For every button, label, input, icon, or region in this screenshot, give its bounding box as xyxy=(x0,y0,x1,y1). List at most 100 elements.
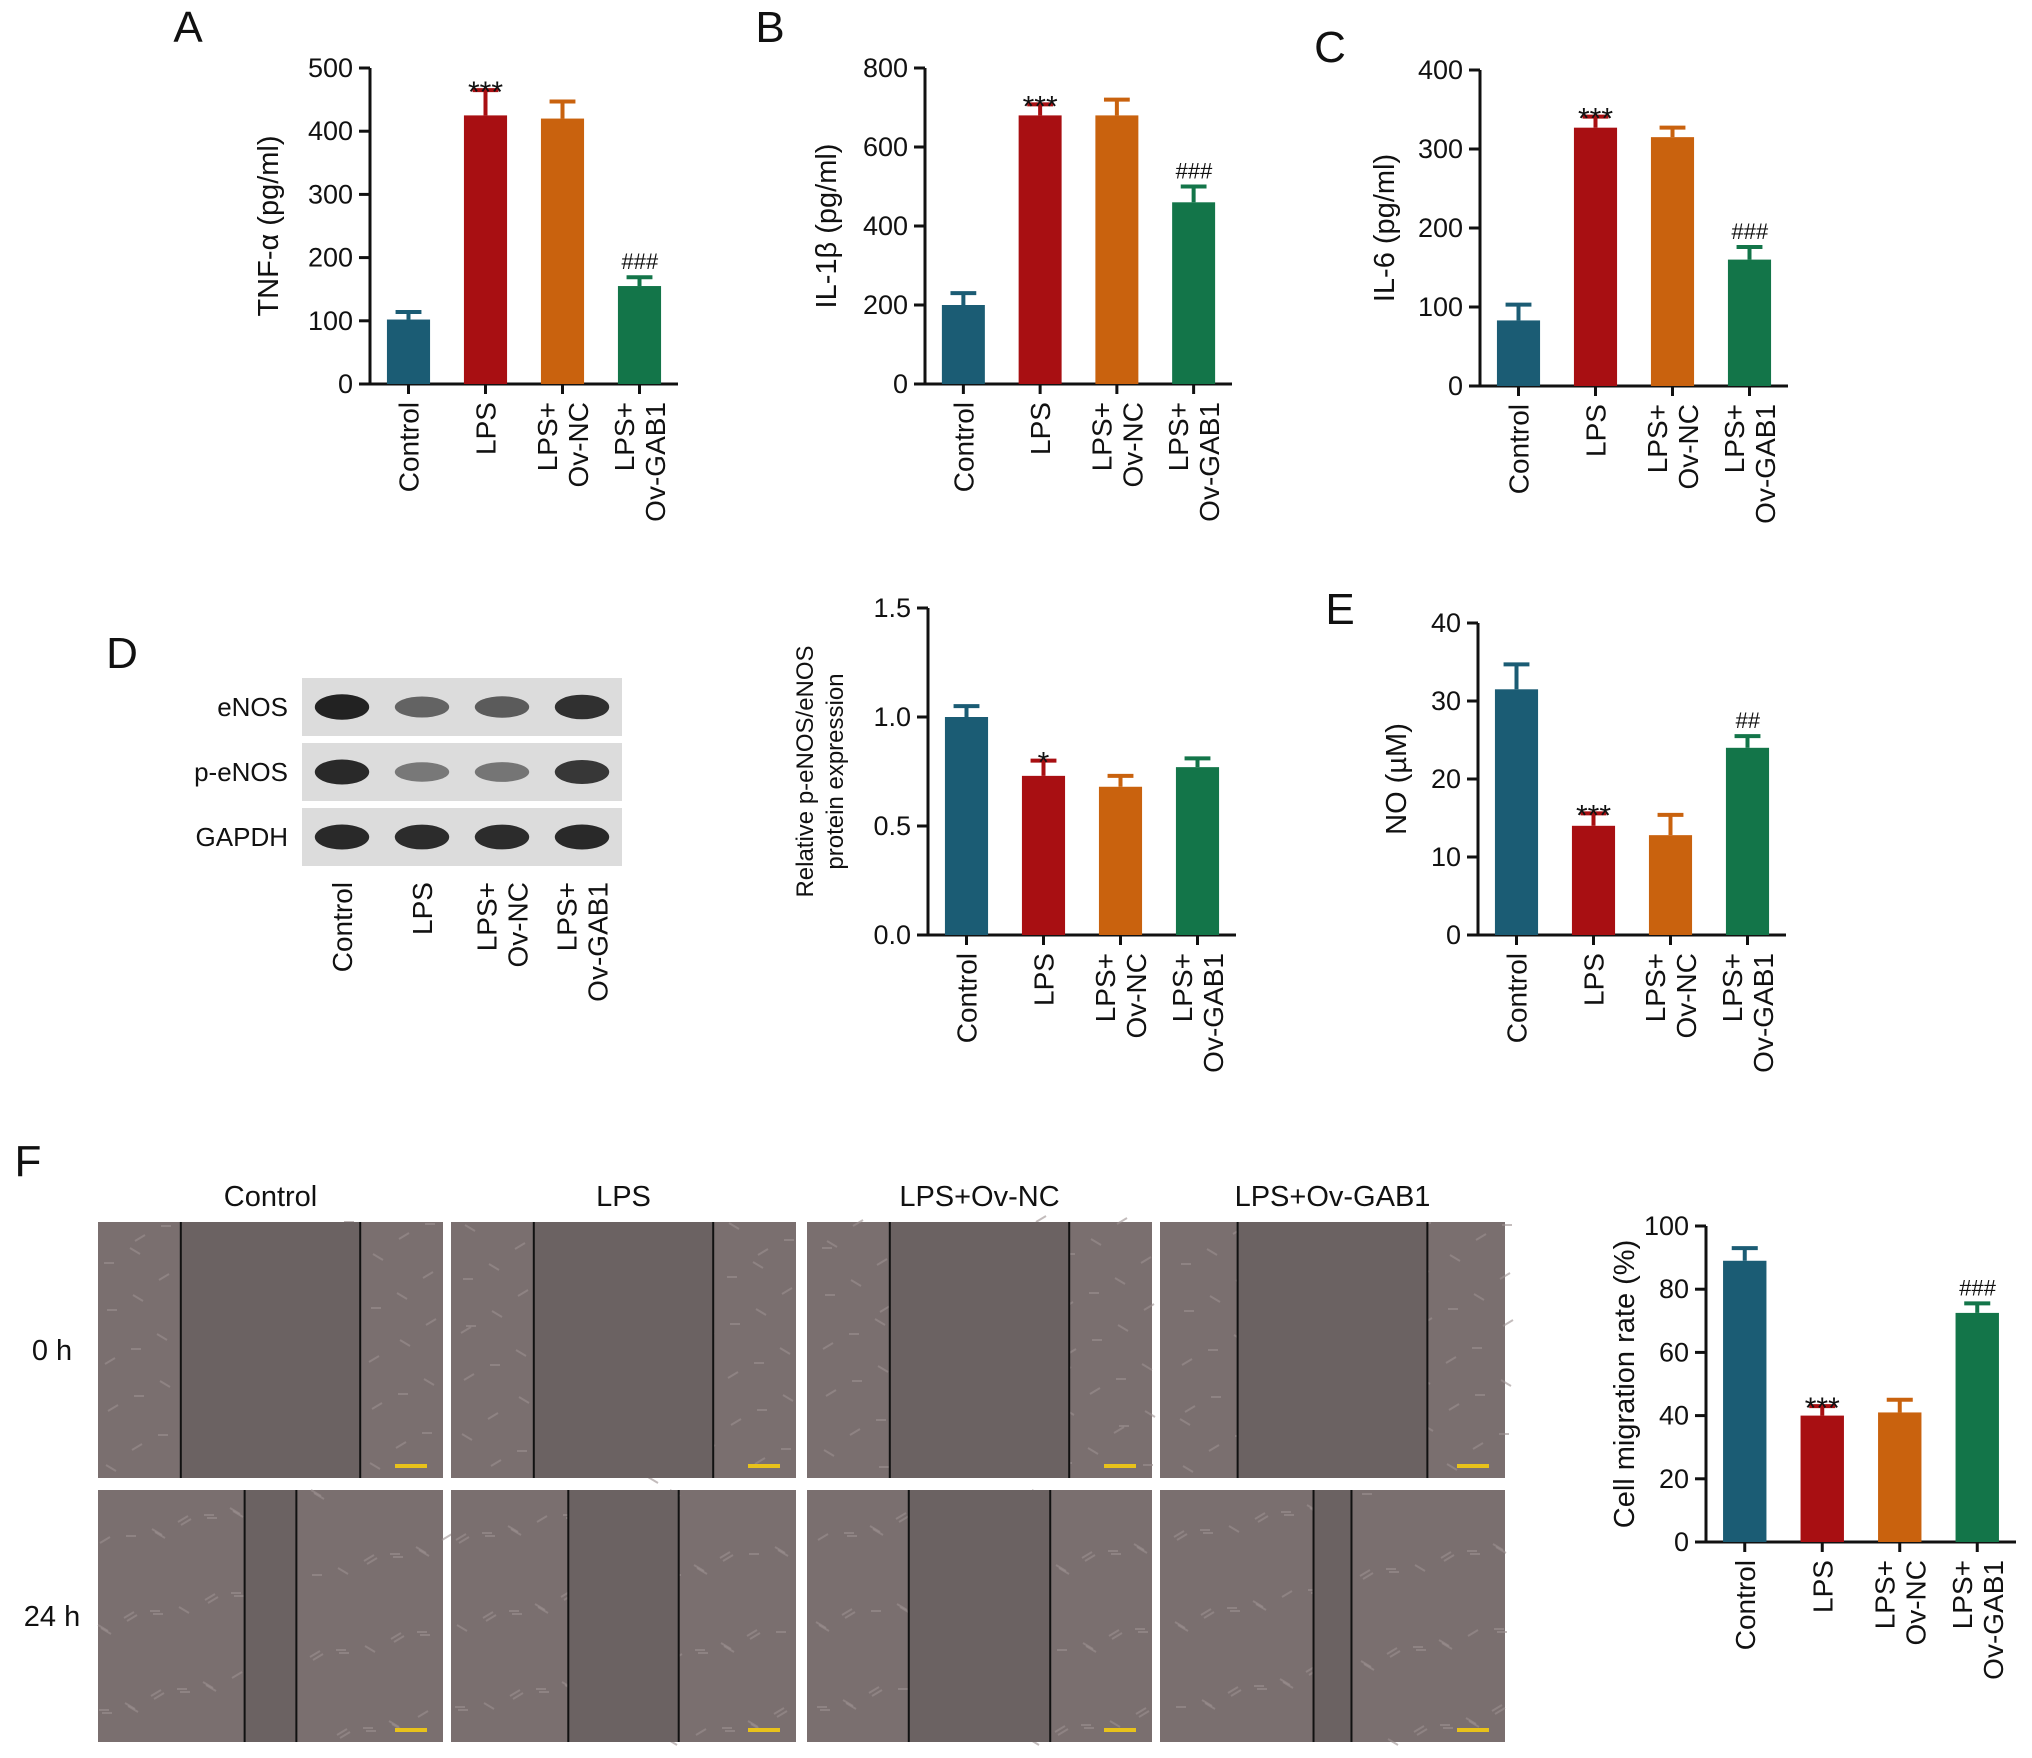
cell-texture xyxy=(1204,1702,1216,1710)
cell-texture xyxy=(1084,1554,1096,1562)
cell-texture xyxy=(518,1396,530,1404)
cell-texture xyxy=(822,1342,834,1350)
bar-1 xyxy=(1723,1260,1767,1542)
cell-texture xyxy=(845,1702,857,1710)
cell-texture xyxy=(719,1551,731,1559)
cell-texture xyxy=(398,1232,410,1240)
cell-texture xyxy=(126,1614,138,1622)
cell-texture xyxy=(1144,1410,1156,1418)
cell-texture xyxy=(868,1686,880,1694)
cell-texture xyxy=(752,1261,764,1269)
cell-texture xyxy=(749,1632,761,1640)
y-tick-label: 0 xyxy=(893,369,908,399)
cell-texture xyxy=(1140,1256,1152,1264)
y-tick-label: 100 xyxy=(1418,292,1463,322)
panel-label-f: F xyxy=(15,1137,42,1186)
cell-texture xyxy=(1494,1707,1506,1715)
blot-lane-label: LPS+ Ov-GAB1 xyxy=(552,882,614,1002)
cell-texture xyxy=(1360,1660,1372,1668)
cell-texture xyxy=(153,1692,165,1700)
cell-texture xyxy=(134,1234,146,1242)
cell-texture xyxy=(1500,1379,1512,1387)
cell-texture xyxy=(368,1355,380,1363)
cell-texture xyxy=(399,1339,411,1347)
cell-texture xyxy=(180,1518,192,1526)
cell-texture xyxy=(825,1389,837,1397)
bar-3 xyxy=(1648,835,1693,935)
cell-texture xyxy=(842,1699,854,1707)
blot-lane-label: LPS xyxy=(407,882,438,935)
significance-label: *** xyxy=(1578,103,1613,136)
cell-texture xyxy=(312,1653,324,1661)
bar-2 xyxy=(1573,127,1618,387)
cell-texture xyxy=(747,1720,759,1728)
cell-texture xyxy=(1203,1611,1215,1619)
y-tick-label: 0 xyxy=(1674,1527,1689,1557)
cell-texture xyxy=(1386,1647,1398,1655)
cell-texture xyxy=(422,1271,434,1279)
cell-texture xyxy=(1389,1650,1401,1658)
x-tick-label: LPS xyxy=(1581,404,1612,457)
blot-band xyxy=(314,759,370,785)
micrograph-column-title: LPS+Ov-NC xyxy=(899,1181,1059,1213)
scale-bar xyxy=(395,1464,427,1468)
y-axis-label-line: Relative p-eNOS/eNOS xyxy=(792,645,819,897)
significance-label: * xyxy=(1038,747,1050,780)
cell-texture xyxy=(1143,1303,1155,1311)
cell-texture xyxy=(417,1710,429,1718)
cell-texture xyxy=(823,1449,835,1457)
cell-texture xyxy=(202,1681,214,1689)
cell-texture xyxy=(1081,1551,1093,1559)
cell-texture xyxy=(483,1702,495,1710)
y-tick-label: 800 xyxy=(863,53,908,83)
x-tick-label-line: Ov-NC xyxy=(1673,404,1704,490)
cell-texture xyxy=(1113,1426,1125,1434)
cell-texture xyxy=(1174,1621,1186,1629)
cell-texture xyxy=(105,1464,117,1472)
cell-texture xyxy=(1448,1403,1460,1411)
cell-texture xyxy=(388,1720,400,1728)
cell-texture xyxy=(723,1645,735,1653)
y-tick-label: 100 xyxy=(1644,1211,1689,1241)
cell-texture xyxy=(1109,1720,1121,1728)
cell-texture xyxy=(817,1533,829,1541)
cell-texture xyxy=(841,1608,853,1616)
x-tick-label: LPS+ Ov-NC xyxy=(1086,402,1148,488)
x-tick-label: LPS xyxy=(1029,953,1060,1006)
x-tick-label: Control xyxy=(394,402,425,492)
x-tick-label: LPS+ Ov-NC xyxy=(532,402,594,488)
cell-texture xyxy=(363,1554,375,1562)
y-tick-label: 80 xyxy=(1659,1274,1689,1304)
bar-4 xyxy=(1175,767,1220,935)
cell-texture xyxy=(755,1308,767,1316)
bar-1 xyxy=(944,717,989,935)
cell-texture xyxy=(491,1310,503,1318)
cell-texture xyxy=(1227,1686,1239,1694)
x-tick-label: Control xyxy=(1502,953,1533,1043)
bar-1 xyxy=(1494,689,1539,935)
y-tick-label: 0.5 xyxy=(873,811,911,841)
x-tick-label-line: Control xyxy=(394,402,425,492)
x-tick-label-line: Ov-NC xyxy=(563,402,594,488)
bar-3 xyxy=(1878,1412,1922,1542)
y-tick-label: 200 xyxy=(863,290,908,320)
cell-texture xyxy=(1114,1277,1126,1285)
cell-texture xyxy=(1468,1720,1480,1728)
scale-bar xyxy=(748,1728,780,1732)
cell-texture xyxy=(372,1253,384,1261)
blot-protein-label: eNOS xyxy=(217,692,288,722)
cell-texture xyxy=(896,1603,908,1611)
blot-lane-label-line: LPS+ xyxy=(552,882,583,951)
micrograph-column-title: Control xyxy=(224,1181,318,1213)
y-tick-label: 40 xyxy=(1431,608,1461,638)
x-tick-label: LPS xyxy=(1807,1560,1838,1613)
bar-1 xyxy=(386,319,431,384)
panel-label-b: B xyxy=(755,3,784,52)
cell-texture xyxy=(1135,1707,1147,1715)
cell-texture xyxy=(1441,1642,1453,1650)
cell-texture xyxy=(1279,1678,1291,1686)
cell-texture xyxy=(150,1689,162,1697)
cell-texture xyxy=(1090,1238,1102,1246)
x-tick-label-line: LPS+ xyxy=(1090,953,1121,1022)
